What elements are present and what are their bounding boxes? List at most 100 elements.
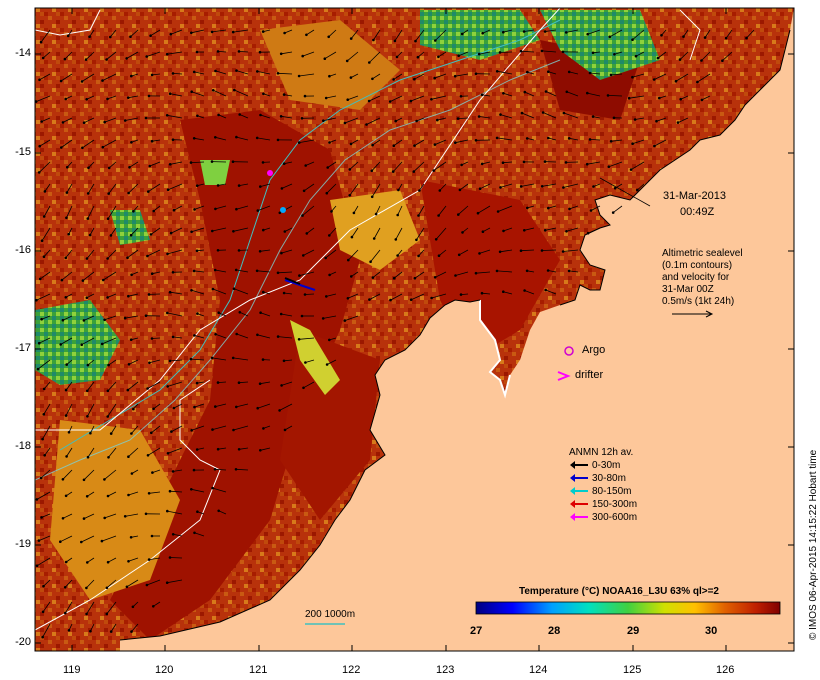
velocity-arrowhead: [43, 454, 46, 457]
velocity-arrowhead: [86, 192, 90, 195]
velocity-arrowhead: [520, 111, 524, 115]
velocity-arrow: [611, 139, 623, 142]
velocity-arrowhead: [190, 289, 193, 292]
velocity-arrowhead: [526, 206, 529, 210]
velocity-arrowhead: [125, 585, 129, 589]
velocity-arrowhead: [101, 79, 104, 82]
velocity-arrowhead: [166, 509, 169, 513]
velocity-arrow: [569, 270, 579, 273]
velocity-arrow: [110, 623, 117, 632]
velocity-arrow: [418, 249, 425, 257]
velocity-arrow: [397, 205, 403, 216]
velocity-arrow: [566, 91, 579, 97]
mooring-current-arrows: [267, 170, 316, 291]
velocity-arrow: [477, 205, 491, 214]
velocity-arrowhead: [372, 38, 375, 42]
velocity-arrow: [496, 270, 513, 273]
velocity-arrow: [64, 601, 73, 614]
velocity-arrow: [65, 249, 73, 259]
velocity-arrow: [350, 29, 359, 39]
velocity-arrow: [170, 29, 183, 35]
velocity-arrowhead: [301, 214, 304, 217]
velocity-arrow: [66, 205, 73, 218]
velocity-arrowhead: [214, 69, 217, 73]
velocity-arrow: [167, 312, 183, 317]
velocity-arrowhead: [724, 36, 728, 40]
velocity-arrowhead: [495, 70, 499, 73]
velocity-arrowhead: [171, 138, 175, 141]
velocity-arrowhead: [526, 70, 529, 74]
lat-tick: -17: [15, 342, 31, 354]
velocity-arrowhead: [125, 57, 128, 60]
velocity-arrowhead: [41, 635, 44, 639]
velocity-arrow: [128, 183, 139, 194]
velocity-arrowhead: [591, 115, 595, 118]
velocity-arrowhead: [417, 214, 420, 217]
velocity-arrow: [81, 535, 95, 543]
velocity-arrow: [299, 139, 315, 143]
velocity-arrow: [390, 293, 403, 301]
velocity-arrowhead: [325, 295, 328, 298]
velocity-arrowhead: [368, 61, 371, 64]
sealevel-contour: [35, 8, 561, 431]
velocity-arrow: [350, 139, 359, 145]
velocity-arrow: [284, 292, 293, 295]
velocity-arrowhead: [67, 431, 71, 434]
velocity-arrowhead: [547, 70, 550, 73]
velocity-arrow: [107, 403, 117, 417]
velocity-arrow: [479, 51, 491, 55]
velocity-arrowhead: [547, 136, 550, 140]
velocity-arrow: [128, 293, 139, 297]
velocity-arrow: [260, 114, 271, 119]
velocity-arrowhead: [262, 228, 265, 232]
velocity-arrow: [656, 117, 667, 122]
velocity-arrowhead: [261, 161, 265, 164]
velocity-arrow: [393, 271, 403, 279]
velocity-arrow: [148, 183, 161, 192]
velocity-arrowhead: [609, 140, 613, 143]
velocity-arrowhead: [256, 333, 259, 337]
velocity-arrow: [87, 183, 95, 194]
velocity-arrowhead: [454, 274, 457, 277]
warm-yellow-patch: [330, 190, 420, 270]
velocity-arrowhead: [123, 515, 127, 518]
velocity-arrowhead: [144, 512, 148, 516]
velocity-arrow: [107, 205, 117, 219]
velocity-arrow: [257, 270, 271, 273]
velocity-arrowhead: [348, 194, 352, 197]
lon-tick: 122: [342, 664, 361, 676]
velocity-arrowhead: [544, 90, 548, 93]
velocity-arrowhead: [195, 50, 199, 54]
velocity-arrowhead: [39, 476, 43, 480]
velocity-arrow: [239, 183, 249, 186]
velocity-arrow: [284, 29, 293, 34]
velocity-arrow: [257, 334, 271, 339]
velocity-arrow: [167, 114, 183, 119]
velocity-arrow: [479, 183, 491, 190]
velocity-arrow: [524, 290, 535, 295]
velocity-arrow: [369, 293, 381, 300]
velocity-arrowhead: [676, 121, 680, 124]
velocity-arrowhead: [430, 98, 433, 101]
velocity-arrowhead: [237, 249, 241, 252]
velocity-arrowhead: [588, 138, 592, 141]
velocity-arrow: [236, 70, 249, 75]
altimetry-line: (0.1m contours): [662, 260, 733, 271]
velocity-arrowhead: [106, 217, 110, 220]
velocity-arrow: [42, 601, 51, 613]
velocity-arrowhead: [61, 121, 65, 124]
velocity-arrowhead: [413, 144, 416, 147]
velocity-arrow: [632, 73, 645, 78]
velocity-arrow: [281, 51, 293, 55]
velocity-arrowhead: [35, 498, 39, 501]
velocity-arrowhead: [150, 139, 154, 143]
velocity-arrow: [304, 293, 315, 295]
velocity-arrow: [106, 51, 117, 60]
velocity-arrowhead: [130, 432, 133, 435]
velocity-arrow: [41, 513, 51, 518]
velocity-arrowhead: [655, 119, 658, 123]
velocity-arrow: [191, 488, 205, 493]
velocity-arrow: [680, 95, 689, 100]
velocity-arrow: [128, 359, 139, 365]
velocity-arrow: [697, 73, 711, 83]
